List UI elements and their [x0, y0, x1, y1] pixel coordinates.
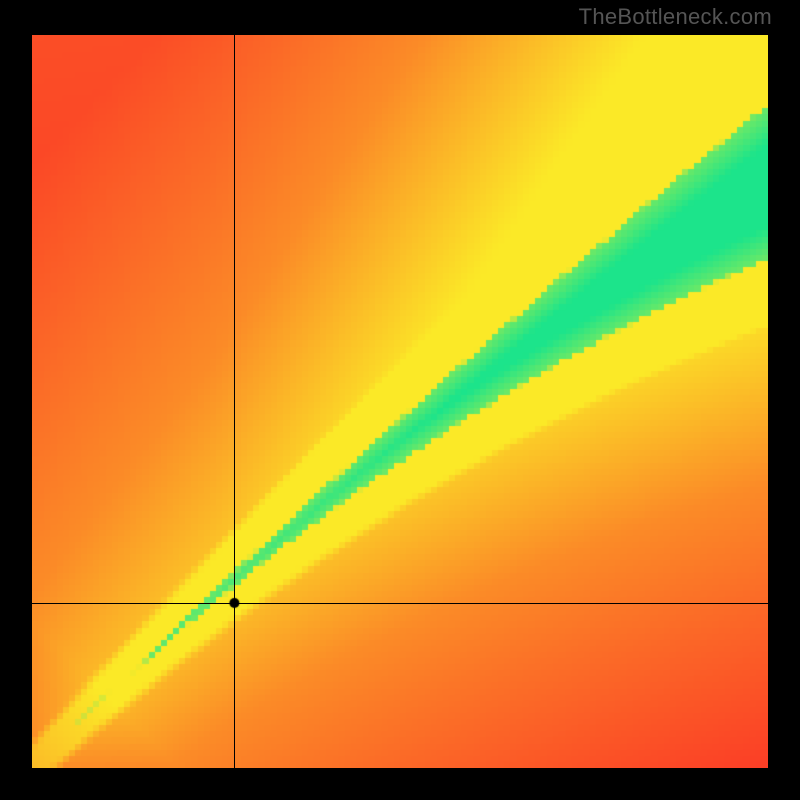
- heatmap-plot: [32, 35, 768, 768]
- chart-container: TheBottleneck.com: [0, 0, 800, 800]
- watermark-text: TheBottleneck.com: [579, 4, 772, 30]
- heatmap-canvas: [32, 35, 768, 768]
